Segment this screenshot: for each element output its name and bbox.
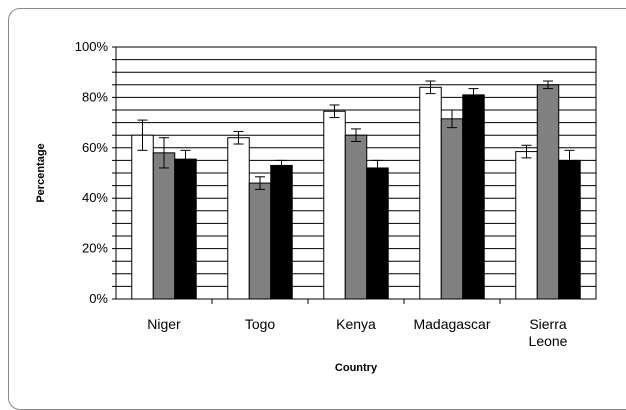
bar bbox=[344, 134, 368, 300]
y-tick-label: 80% bbox=[82, 89, 108, 104]
y-tick-labels: 0% 20% 40% 60% 80% 100% bbox=[75, 39, 109, 306]
y-tick-label: 40% bbox=[82, 190, 108, 205]
bar bbox=[248, 182, 272, 300]
error-bars bbox=[137, 80, 575, 190]
y-axis-title: Percentage bbox=[35, 143, 47, 202]
bar bbox=[536, 84, 560, 300]
x-category-label: Kenya bbox=[336, 316, 376, 332]
bar bbox=[323, 110, 346, 300]
bar bbox=[419, 86, 442, 300]
y-tick-label: 0% bbox=[89, 291, 108, 306]
bar bbox=[462, 94, 485, 300]
bar bbox=[152, 152, 176, 300]
y-tick-label: 100% bbox=[75, 39, 109, 54]
bar bbox=[131, 134, 154, 300]
y-tick-label: 20% bbox=[82, 241, 108, 256]
bar bbox=[174, 158, 197, 300]
bar bbox=[440, 118, 464, 300]
bar bbox=[270, 164, 293, 300]
y-tick-label: 60% bbox=[82, 140, 108, 155]
x-axis-title: Country bbox=[335, 362, 378, 374]
bar-chart: 0% 20% 40% 60% 80% 100% Niger Togo Kenya Madagas… bbox=[35, 39, 597, 374]
bar bbox=[366, 167, 389, 300]
bar bbox=[515, 151, 538, 300]
x-category-label: Togo bbox=[245, 316, 276, 332]
bar bbox=[558, 159, 581, 300]
x-category-label: Niger bbox=[147, 316, 181, 332]
bars bbox=[131, 84, 581, 300]
x-category-label: Madagascar bbox=[413, 316, 490, 332]
x-category-label: Sierra bbox=[529, 316, 567, 332]
bar bbox=[227, 137, 250, 300]
x-category-label: Leone bbox=[529, 333, 568, 349]
axes bbox=[112, 46, 597, 304]
